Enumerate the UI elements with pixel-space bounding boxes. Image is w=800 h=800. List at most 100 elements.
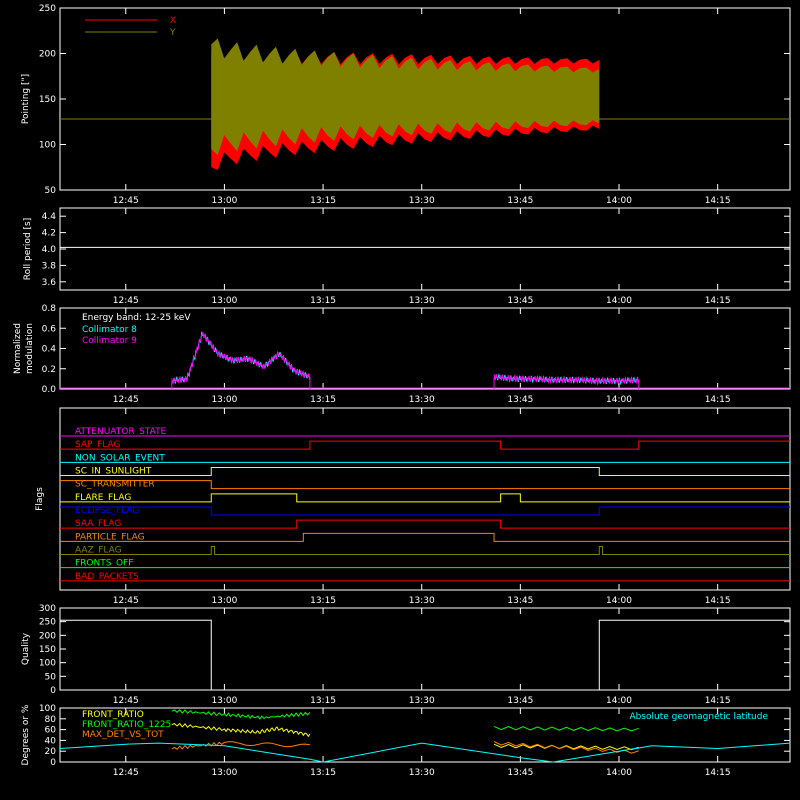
- y-tick-label: 3.8: [42, 261, 57, 271]
- flag-label-AAZ_FLAG: AAZ_FLAG: [75, 546, 122, 556]
- x-tick-label: 13:15: [310, 696, 336, 706]
- x-tick-label: 13:45: [507, 296, 533, 306]
- flag-label-SAP_FLAG: SAP_FLAG: [75, 440, 120, 450]
- y-tick-label: 0.6: [42, 324, 57, 334]
- legend-label: Y: [169, 28, 176, 38]
- x-tick-label: 14:00: [606, 395, 632, 405]
- x-tick-label: 13:15: [310, 296, 336, 306]
- x-tick-label: 12:45: [113, 395, 139, 405]
- flag-label-FRONTS_OFF: FRONTS_OFF: [75, 559, 133, 569]
- legend-label: Collimator 9: [82, 336, 137, 346]
- y-tick-label: 20: [45, 747, 57, 757]
- x-tick-label: 14:15: [705, 596, 731, 606]
- x-tick-label: 13:15: [310, 395, 336, 405]
- flag-line-SC_TRANSMITTER: [60, 480, 790, 490]
- panel-frame: [59, 707, 791, 763]
- flag-label-NON_SOLAR_EVENT: NON_SOLAR_EVENT: [75, 453, 165, 463]
- y-tick-label: 250: [39, 4, 56, 14]
- modulation-series-0: [493, 373, 640, 386]
- y-tick-label: 0.4: [42, 345, 57, 355]
- x-tick-label: 12:45: [113, 296, 139, 306]
- x-tick-label: 12:45: [113, 596, 139, 606]
- modulation-series-0: [171, 330, 311, 384]
- x-tick-label: 13:15: [310, 768, 336, 778]
- modulation-series-1: [171, 331, 311, 384]
- x-tick-label: 13:30: [409, 296, 435, 306]
- x-tick-label: 14:00: [606, 768, 632, 778]
- x-tick-label: 13:45: [507, 768, 533, 778]
- x-tick-label: 12:45: [113, 768, 139, 778]
- panel-frame: [59, 407, 791, 591]
- flag-line-SAP_FLAG: [60, 440, 790, 450]
- y-tick-label: 200: [39, 50, 56, 60]
- x-tick-label: 13:30: [409, 395, 435, 405]
- x-tick-label: 14:15: [705, 696, 731, 706]
- y-tick-label: 80: [45, 715, 57, 725]
- y-tick-label: 100: [39, 141, 56, 151]
- y-tick-label: 3.6: [42, 278, 57, 288]
- flag-label-ECLIPSE_FLAG: ECLIPSE_FLAG: [75, 506, 139, 516]
- x-tick-label: 13:45: [507, 395, 533, 405]
- x-tick-label: 13:30: [409, 196, 435, 206]
- y-tick-label: 50: [45, 186, 57, 196]
- y-tick-label: 50: [45, 672, 57, 682]
- y-axis-label: modulation: [25, 323, 35, 374]
- y-tick-label: 100: [39, 659, 56, 669]
- quality-line: [60, 619, 790, 691]
- y-tick-label: 4.2: [42, 229, 56, 239]
- flag-line-SC_IN_SUNLIGHT: [60, 467, 790, 476]
- y-tick-label: 0: [50, 758, 56, 768]
- x-tick-label: 12:45: [113, 696, 139, 706]
- legend-label: Collimator 8: [82, 325, 137, 335]
- flag-line-SAA_FLAG: [60, 519, 790, 529]
- ratio-series-MAX_DET_VS_TOT: [493, 741, 639, 754]
- x-tick-label: 12:45: [113, 196, 139, 206]
- x-tick-label: 13:45: [507, 596, 533, 606]
- ratio-series-MAX_DET_VS_TOT: [171, 741, 310, 750]
- flag-label-SC_IN_SUNLIGHT: SC_IN_SUNLIGHT: [75, 467, 152, 477]
- y-axis-label: Normalized: [13, 323, 23, 374]
- y-tick-label: 100: [39, 704, 56, 714]
- x-tick-label: 13:00: [211, 768, 237, 778]
- x-tick-label: 14:00: [606, 596, 632, 606]
- ratio-series-FRONT_RATIO: [171, 722, 311, 738]
- y-tick-label: 0.0: [42, 385, 57, 395]
- flag-label-SAA_FLAG: SAA_FLAG: [75, 519, 121, 529]
- x-tick-label: 13:00: [211, 395, 237, 405]
- x-tick-label: 14:00: [606, 196, 632, 206]
- y-tick-label: 0: [50, 686, 56, 696]
- annotation-text: Energy band: 12-25 keV: [82, 313, 191, 323]
- x-tick-label: 13:15: [310, 596, 336, 606]
- y-axis-label: Quality: [21, 632, 31, 665]
- x-tick-label: 13:00: [211, 596, 237, 606]
- y-tick-label: 250: [39, 618, 56, 628]
- y-tick-label: 150: [39, 645, 56, 655]
- ratio-series-FRONT_RATIO_1225: [171, 709, 311, 720]
- legend-label: X: [170, 16, 176, 26]
- x-tick-label: 14:15: [705, 768, 731, 778]
- x-tick-label: 13:15: [310, 196, 336, 206]
- y-axis-label: Roll period [s]: [23, 218, 33, 280]
- y-axis-label: Flags: [35, 487, 45, 511]
- x-tick-label: 14:15: [705, 395, 731, 405]
- y-axis-label: Degrees or %: [21, 704, 31, 765]
- flag-label-PARTICLE_FLAG: PARTICLE_FLAG: [75, 532, 145, 542]
- flag-label-FLARE_FLAG: FLARE_FLAG: [75, 493, 131, 503]
- x-tick-label: 13:00: [211, 196, 237, 206]
- series-band-Y: [211, 38, 600, 155]
- y-tick-label: 40: [45, 736, 57, 746]
- legend-label: FRONT_RATIO: [82, 710, 144, 720]
- latitude-line: [59, 742, 791, 763]
- x-tick-label: 13:30: [409, 768, 435, 778]
- flag-line-FLARE_FLAG: [60, 493, 790, 503]
- x-tick-label: 13:00: [211, 296, 237, 306]
- flag-label-BAD_PACKETS: BAD_PACKETS: [75, 572, 139, 582]
- y-tick-label: 0.2: [42, 365, 56, 375]
- flag-line-ECLIPSE_FLAG: [60, 506, 790, 516]
- legend-label: MAX_DET_VS_TOT: [82, 730, 164, 740]
- ratio-series-FRONT_RATIO_1225: [493, 725, 639, 732]
- x-tick-label: 14:15: [705, 296, 731, 306]
- y-tick-label: 60: [45, 726, 57, 736]
- ratio-series-FRONT_RATIO: [493, 743, 639, 751]
